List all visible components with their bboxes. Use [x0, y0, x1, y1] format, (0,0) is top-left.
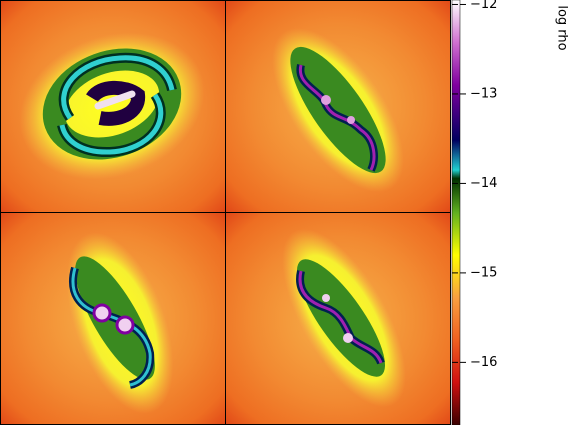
panel	[0, 213, 225, 425]
colorbar-tick-label: −14	[470, 176, 497, 191]
colorbar-label: log rho	[555, 5, 568, 50]
panel	[226, 0, 451, 212]
colorbar-tick-label: −12	[470, 0, 497, 12]
colorbar-tick-label: −16	[470, 355, 497, 370]
colorbar	[451, 0, 461, 425]
colorbar-tick-label: −15	[470, 265, 497, 280]
panel	[226, 213, 451, 425]
panel	[0, 0, 225, 212]
colorbar-tick-label: −13	[470, 86, 497, 101]
